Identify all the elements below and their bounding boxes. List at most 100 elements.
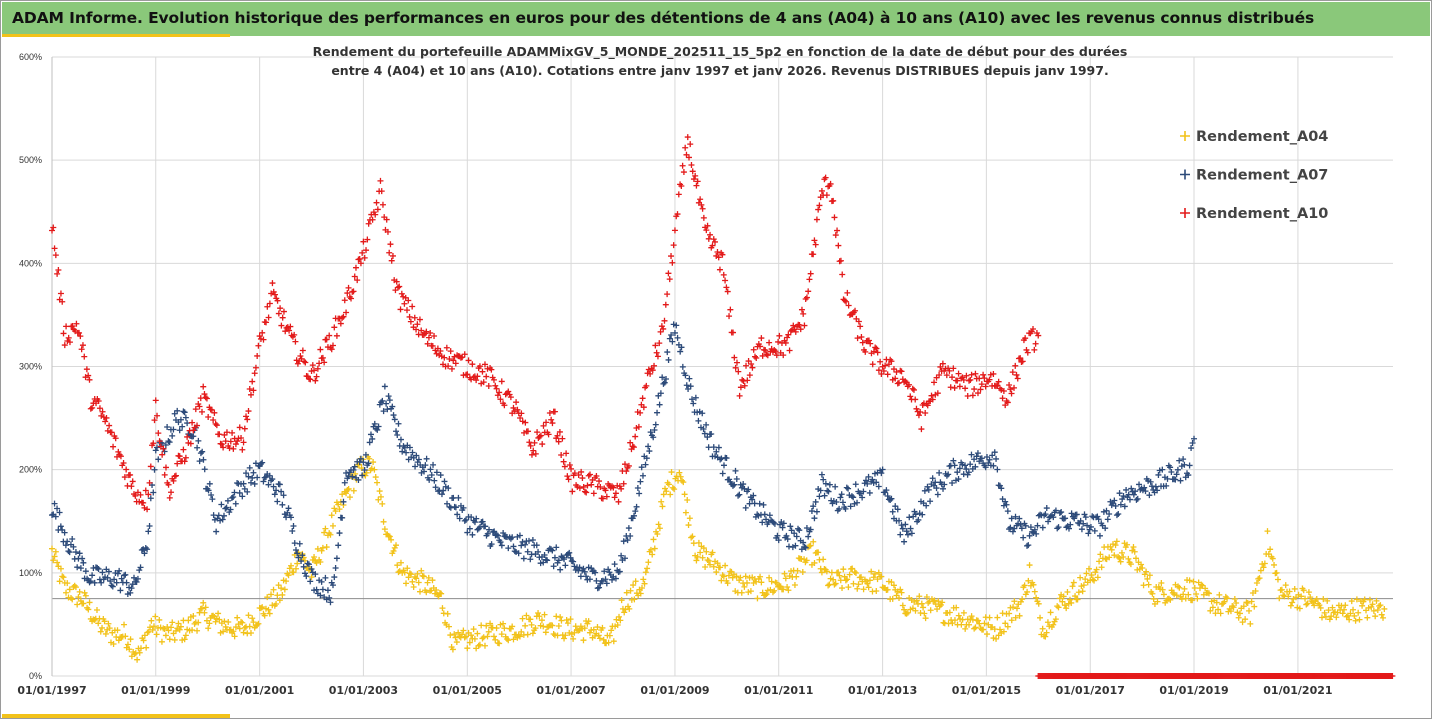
data-point	[1030, 325, 1037, 332]
data-point	[395, 420, 402, 427]
data-point	[1070, 579, 1077, 586]
data-point	[612, 490, 619, 497]
data-point	[344, 487, 351, 494]
data-point	[113, 579, 120, 586]
data-point	[654, 409, 661, 416]
data-point	[915, 412, 922, 419]
data-point	[491, 528, 498, 535]
data-point	[238, 435, 245, 442]
data-point	[89, 572, 96, 579]
data-point	[649, 367, 656, 374]
data-point	[699, 205, 706, 212]
data-point	[955, 476, 962, 483]
data-point	[727, 306, 734, 313]
data-point	[784, 334, 791, 341]
data-point	[1060, 593, 1067, 600]
data-point	[1008, 390, 1015, 397]
data-point	[632, 433, 639, 440]
data-point	[140, 499, 147, 506]
data-point	[265, 481, 272, 488]
data-point	[350, 467, 357, 474]
data-point	[452, 360, 459, 367]
data-point	[1111, 497, 1118, 504]
data-point	[299, 552, 306, 559]
data-point	[812, 498, 819, 505]
data-point	[476, 363, 483, 370]
data-point	[481, 361, 488, 368]
data-point	[637, 478, 644, 485]
data-point	[850, 494, 857, 501]
data-point	[724, 288, 731, 295]
data-point	[328, 512, 335, 519]
data-point	[1013, 371, 1020, 378]
data-point	[907, 393, 914, 400]
data-point	[737, 384, 744, 391]
data-point	[200, 456, 207, 463]
data-point	[177, 623, 184, 630]
y-tick-label: 300%	[19, 362, 42, 372]
data-point	[308, 565, 315, 572]
x-tick-label: 01/01/2017	[1056, 684, 1125, 697]
data-point	[1083, 570, 1090, 577]
data-point	[584, 482, 591, 489]
data-point	[446, 503, 453, 510]
data-point	[921, 487, 928, 494]
data-point	[102, 418, 109, 425]
data-point	[1042, 633, 1049, 640]
data-point	[602, 576, 609, 583]
data-point	[1141, 484, 1148, 491]
legend-label: Rendement_A04	[1196, 129, 1328, 145]
data-point	[852, 569, 859, 576]
data-point	[1352, 617, 1359, 624]
data-point	[684, 134, 691, 141]
data-point	[498, 631, 505, 638]
data-point	[213, 422, 220, 429]
data-point	[486, 526, 493, 533]
data-point	[182, 632, 189, 639]
data-point	[488, 541, 495, 548]
data-point	[117, 587, 124, 594]
data-point	[692, 172, 699, 179]
data-point	[786, 347, 793, 354]
data-point	[81, 589, 88, 596]
data-point	[273, 487, 280, 494]
data-point	[923, 502, 930, 509]
data-point	[433, 586, 440, 593]
data-point	[386, 249, 393, 256]
data-point	[996, 626, 1003, 633]
data-point	[138, 547, 145, 554]
data-point	[1019, 596, 1026, 603]
data-point	[831, 214, 838, 221]
data-point	[603, 493, 610, 500]
data-point	[234, 438, 241, 445]
data-point	[906, 381, 913, 388]
data-point	[116, 567, 123, 574]
data-point	[1256, 575, 1263, 582]
data-point	[645, 443, 652, 450]
data-point	[1102, 525, 1109, 532]
data-point	[960, 377, 967, 384]
data-point	[903, 610, 910, 617]
data-point	[1132, 488, 1139, 495]
data-point	[66, 339, 73, 346]
data-point	[784, 536, 791, 543]
data-point	[329, 582, 336, 589]
data-point	[625, 462, 632, 469]
data-point	[357, 260, 364, 267]
data-point	[63, 589, 70, 596]
data-point	[1253, 580, 1260, 587]
data-point	[399, 448, 406, 455]
data-point	[292, 547, 299, 554]
data-point	[564, 620, 571, 627]
data-point	[1172, 476, 1179, 483]
data-point	[201, 391, 208, 398]
data-point	[473, 377, 480, 384]
data-point	[239, 446, 246, 453]
data-point	[717, 456, 724, 463]
data-point	[1113, 538, 1120, 545]
legend-item: Rendement_A07	[1180, 168, 1328, 184]
data-point	[313, 586, 320, 593]
data-point	[147, 495, 154, 502]
data-point	[505, 545, 512, 552]
data-point	[144, 506, 151, 513]
